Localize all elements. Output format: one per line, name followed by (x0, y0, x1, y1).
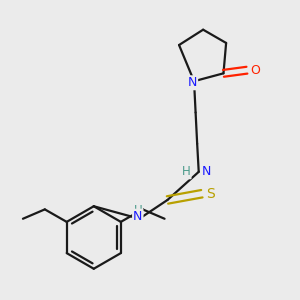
Text: O: O (251, 64, 261, 77)
Text: N: N (188, 76, 197, 89)
Text: S: S (206, 187, 215, 201)
Text: H: H (182, 165, 190, 178)
Text: N: N (202, 165, 211, 178)
Text: N: N (133, 210, 142, 223)
Text: H: H (134, 204, 142, 218)
